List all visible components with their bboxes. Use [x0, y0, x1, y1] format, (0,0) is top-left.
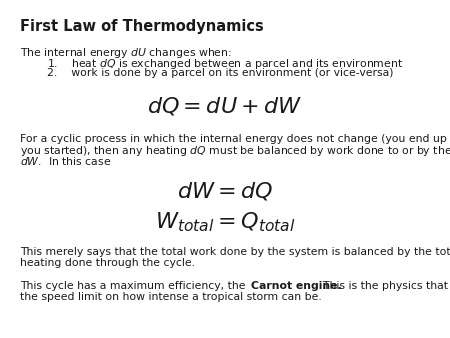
Text: 1.    heat $dQ$ is exchanged between a parcel and its environment: 1. heat $dQ$ is exchanged between a parc… [47, 57, 403, 71]
Text: This cycle has a maximum efficiency, the: This cycle has a maximum efficiency, the [20, 281, 249, 291]
Text: $dW = dQ$: $dW = dQ$ [177, 180, 273, 202]
Text: The internal energy $dU$ changes when:: The internal energy $dU$ changes when: [20, 46, 232, 59]
Text: $W_{total} = Q_{total}$: $W_{total} = Q_{total}$ [155, 210, 295, 234]
Text: Carnot engine.: Carnot engine. [251, 281, 342, 291]
Text: heating done through the cycle.: heating done through the cycle. [20, 258, 195, 268]
Text: 2.    work is done by a parcel on its environment (or vice-versa): 2. work is done by a parcel on its envir… [47, 68, 394, 78]
Text: the speed limit on how intense a tropical storm can be.: the speed limit on how intense a tropica… [20, 292, 322, 302]
Text: $dQ = dU + dW$: $dQ = dU + dW$ [147, 95, 303, 117]
Text: you started), then any heating $dQ$ must be balanced by work done to or by the s: you started), then any heating $dQ$ must… [20, 144, 450, 158]
Text: This is the physics that sets: This is the physics that sets [316, 281, 450, 291]
Text: First Law of Thermodynamics: First Law of Thermodynamics [20, 19, 264, 33]
Text: $dW$.  In this case: $dW$. In this case [20, 155, 112, 167]
Text: This merely says that the total work done by the system is balanced by the total: This merely says that the total work don… [20, 247, 450, 258]
Text: For a cyclic process in which the internal energy does not change (you end up wh: For a cyclic process in which the intern… [20, 134, 450, 144]
